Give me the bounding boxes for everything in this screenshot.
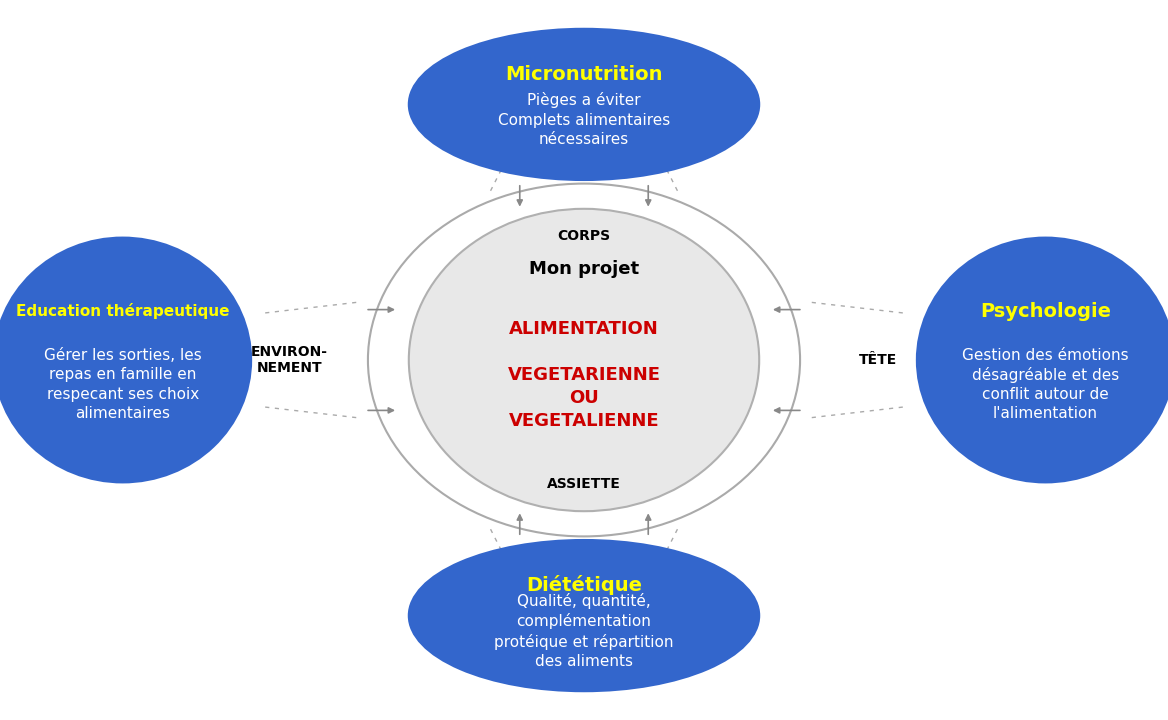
- Ellipse shape: [917, 238, 1168, 482]
- Ellipse shape: [0, 238, 251, 482]
- Ellipse shape: [409, 29, 759, 180]
- Text: TÊTE: TÊTE: [860, 353, 897, 367]
- Ellipse shape: [409, 209, 759, 511]
- Text: Gérer les sorties, les
repas en famille en
respecant ses choix
alimentaires: Gérer les sorties, les repas en famille …: [43, 348, 202, 420]
- Text: ALIMENTATION

VEGETARIENNE
OU
VEGETALIENNE: ALIMENTATION VEGETARIENNE OU VEGETALIENN…: [508, 320, 660, 430]
- Text: Diététique: Diététique: [526, 575, 642, 595]
- Text: Education thérapeutique: Education thérapeutique: [16, 303, 229, 319]
- Text: ASSIETTE: ASSIETTE: [547, 477, 621, 491]
- Text: Qualité, quantité,
complémentation
protéique et répartition
des aliments: Qualité, quantité, complémentation proté…: [494, 593, 674, 669]
- Text: Mon projet: Mon projet: [529, 260, 639, 278]
- Text: Psychologie: Psychologie: [980, 302, 1111, 320]
- Text: Gestion des émotions
désagréable et des
conflit autour de
l'alimentation: Gestion des émotions désagréable et des …: [962, 348, 1128, 421]
- Ellipse shape: [409, 540, 759, 691]
- Text: CORPS: CORPS: [557, 229, 611, 243]
- Text: Pièges a éviter
Complets alimentaires
nécessaires: Pièges a éviter Complets alimentaires né…: [498, 92, 670, 147]
- Text: Micronutrition: Micronutrition: [506, 65, 662, 84]
- Text: ENVIRON-
NEMENT: ENVIRON- NEMENT: [251, 345, 328, 375]
